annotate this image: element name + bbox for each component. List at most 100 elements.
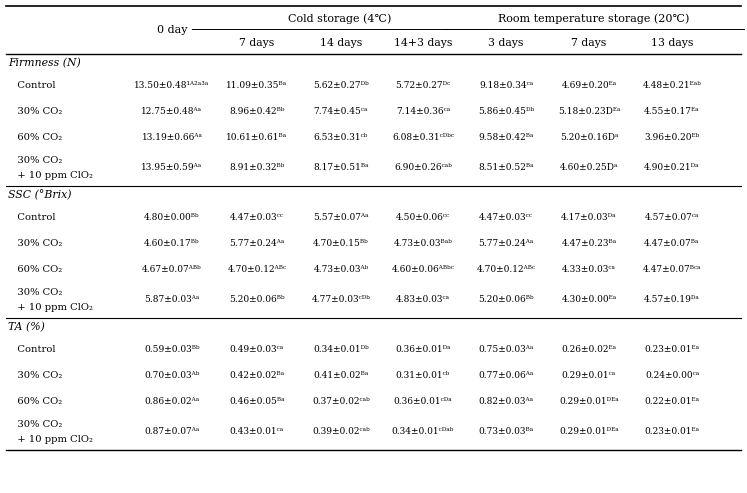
Text: 0.39±0.02ᶜᵃᵇ: 0.39±0.02ᶜᵃᵇ — [312, 427, 370, 436]
Text: 0.42±0.02ᴮᵃ: 0.42±0.02ᴮᵃ — [229, 371, 285, 380]
Text: 0.29±0.01ᴰᴱᵃ: 0.29±0.01ᴰᴱᵃ — [559, 427, 619, 436]
Text: 3 days: 3 days — [489, 38, 524, 48]
Text: 12.75±0.48ᴬᵃ: 12.75±0.48ᴬᵃ — [141, 106, 202, 115]
Text: 0.29±0.01ᶜᵃ: 0.29±0.01ᶜᵃ — [562, 371, 616, 380]
Text: 0.75±0.03ᴬᵃ: 0.75±0.03ᴬᵃ — [478, 345, 533, 353]
Text: 13 days: 13 days — [651, 38, 693, 48]
Text: 0.37±0.02ᶜᵃᵇ: 0.37±0.02ᶜᵃᵇ — [312, 396, 370, 406]
Text: 5.20±0.06ᴮᵇ: 5.20±0.06ᴮᵇ — [229, 295, 285, 305]
Text: 4.33±0.03ᶜᵃ: 4.33±0.03ᶜᵃ — [562, 265, 616, 274]
Text: 5.62±0.27ᴰᵇ: 5.62±0.27ᴰᵇ — [313, 80, 369, 90]
Text: 0.87±0.07ᴬᵃ: 0.87±0.07ᴬᵃ — [144, 427, 199, 436]
Text: 0.46±0.05ᴮᵃ: 0.46±0.05ᴮᵃ — [229, 396, 285, 406]
Text: TA (%): TA (%) — [8, 322, 45, 332]
Text: 8.17±0.51ᴮᵃ: 8.17±0.51ᴮᵃ — [313, 164, 369, 173]
Text: 8.91±0.32ᴮᵇ: 8.91±0.32ᴮᵇ — [229, 164, 285, 173]
Text: 8.96±0.42ᴮᵇ: 8.96±0.42ᴮᵇ — [229, 106, 285, 115]
Text: Control: Control — [8, 80, 55, 90]
Text: 4.48±0.21ᴱᵃᵇ: 4.48±0.21ᴱᵃᵇ — [642, 80, 701, 90]
Text: 4.70±0.12ᴬᴮᶜ: 4.70±0.12ᴬᴮᶜ — [227, 265, 287, 274]
Text: 4.73±0.03ᴬᵇ: 4.73±0.03ᴬᵇ — [314, 265, 368, 274]
Text: 30% CO₂: 30% CO₂ — [8, 156, 63, 165]
Text: 4.55±0.17ᴱᵃ: 4.55±0.17ᴱᵃ — [644, 106, 700, 115]
Text: 60% CO₂: 60% CO₂ — [8, 133, 62, 141]
Text: 0.26±0.02ᴱᵃ: 0.26±0.02ᴱᵃ — [562, 345, 616, 353]
Text: 9.58±0.42ᴮᵃ: 9.58±0.42ᴮᵃ — [478, 133, 534, 141]
Text: 0.34±0.01ᴰᵇ: 0.34±0.01ᴰᵇ — [313, 345, 369, 353]
Text: 0.49±0.03ᶜᵃ: 0.49±0.03ᶜᵃ — [230, 345, 284, 353]
Text: 4.57±0.07ᶜᵃ: 4.57±0.07ᶜᵃ — [645, 212, 699, 221]
Text: 4.17±0.03ᴰᵃ: 4.17±0.03ᴰᵃ — [561, 212, 617, 221]
Text: 4.60±0.06ᴬᴮᵇᶜ: 4.60±0.06ᴬᴮᵇᶜ — [391, 265, 454, 274]
Text: 10.61±0.61ᴮᵃ: 10.61±0.61ᴮᵃ — [226, 133, 288, 141]
Text: 0.41±0.02ᴮᵃ: 0.41±0.02ᴮᵃ — [313, 371, 369, 380]
Text: 6.53±0.31ᶜᵇ: 6.53±0.31ᶜᵇ — [314, 133, 368, 141]
Text: 7 days: 7 days — [571, 38, 607, 48]
Text: 6.08±0.31ᶜᴰᵇᶜ: 6.08±0.31ᶜᴰᵇᶜ — [392, 133, 454, 141]
Text: 9.18±0.34ᶜᵃ: 9.18±0.34ᶜᵃ — [479, 80, 533, 90]
Text: 5.20±0.16Dᵃ: 5.20±0.16Dᵃ — [560, 133, 619, 141]
Text: 11.09±0.35ᴮᵃ: 11.09±0.35ᴮᵃ — [226, 80, 288, 90]
Text: 30% CO₂: 30% CO₂ — [8, 420, 63, 428]
Text: Cold storage (4℃): Cold storage (4℃) — [288, 14, 391, 24]
Text: 5.18±0.23Dᴱᵃ: 5.18±0.23Dᴱᵃ — [558, 106, 620, 115]
Text: 0.59±0.03ᴮᵇ: 0.59±0.03ᴮᵇ — [144, 345, 199, 353]
Text: 30% CO₂: 30% CO₂ — [8, 239, 63, 247]
Text: 5.86±0.45ᴰᵇ: 5.86±0.45ᴰᵇ — [478, 106, 534, 115]
Text: 4.47±0.03ᶜᶜ: 4.47±0.03ᶜᶜ — [230, 212, 284, 221]
Text: 3.96±0.20ᴱᵇ: 3.96±0.20ᴱᵇ — [645, 133, 700, 141]
Text: 13.95±0.59ᴬᵃ: 13.95±0.59ᴬᵃ — [141, 164, 202, 173]
Text: 0.43±0.01ᶜᵃ: 0.43±0.01ᶜᵃ — [230, 427, 284, 436]
Text: + 10 ppm ClO₂: + 10 ppm ClO₂ — [8, 435, 93, 444]
Text: 5.72±0.27ᴰᶜ: 5.72±0.27ᴰᶜ — [395, 80, 450, 90]
Text: + 10 ppm ClO₂: + 10 ppm ClO₂ — [8, 303, 93, 313]
Text: 0.24±0.00ᶜᵃ: 0.24±0.00ᶜᵃ — [645, 371, 699, 380]
Text: 5.77±0.24ᴬᵃ: 5.77±0.24ᴬᵃ — [478, 239, 533, 247]
Text: 4.50±0.06ᶜᶜ: 4.50±0.06ᶜᶜ — [396, 212, 450, 221]
Text: 4.47±0.07ᴮᶜᵃ: 4.47±0.07ᴮᶜᵃ — [642, 265, 701, 274]
Text: 4.70±0.12ᴬᴮᶜ: 4.70±0.12ᴬᴮᶜ — [477, 265, 536, 274]
Text: 13.19±0.66ᴬᵃ: 13.19±0.66ᴬᵃ — [141, 133, 202, 141]
Text: Control: Control — [8, 345, 55, 353]
Text: 0.22±0.01ᴱᵃ: 0.22±0.01ᴱᵃ — [645, 396, 699, 406]
Text: + 10 ppm ClO₂: + 10 ppm ClO₂ — [8, 172, 93, 180]
Text: 4.57±0.19ᴰᵃ: 4.57±0.19ᴰᵃ — [644, 295, 700, 305]
Text: 4.77±0.03ᶜᴰᵇ: 4.77±0.03ᶜᴰᵇ — [311, 295, 371, 305]
Text: 4.47±0.07ᴮᵃ: 4.47±0.07ᴮᵃ — [644, 239, 700, 247]
Text: 4.73±0.03ᴮᵃᵇ: 4.73±0.03ᴮᵃᵇ — [394, 239, 453, 247]
Text: 4.69±0.20ᴱᵃ: 4.69±0.20ᴱᵃ — [562, 80, 616, 90]
Text: Firmness (N): Firmness (N) — [8, 58, 81, 68]
Text: 0 day: 0 day — [157, 25, 187, 35]
Text: 5.20±0.06ᴮᵇ: 5.20±0.06ᴮᵇ — [478, 295, 534, 305]
Text: 5.87±0.03ᴬᵃ: 5.87±0.03ᴬᵃ — [144, 295, 199, 305]
Text: 0.34±0.01ᶜᴰᵃᵇ: 0.34±0.01ᶜᴰᵃᵇ — [392, 427, 454, 436]
Text: 0.23±0.01ᴱᵃ: 0.23±0.01ᴱᵃ — [645, 345, 699, 353]
Text: 4.70±0.15ᴮᵇ: 4.70±0.15ᴮᵇ — [313, 239, 369, 247]
Text: 8.51±0.52ᴮᵃ: 8.51±0.52ᴮᵃ — [478, 164, 534, 173]
Text: 4.80±0.00ᴮᵇ: 4.80±0.00ᴮᵇ — [144, 212, 199, 221]
Text: 0.31±0.01ᶜᵇ: 0.31±0.01ᶜᵇ — [396, 371, 450, 380]
Text: 4.60±0.17ᴮᵇ: 4.60±0.17ᴮᵇ — [144, 239, 199, 247]
Text: Control: Control — [8, 212, 55, 221]
Text: 0.77±0.06ᴬᵃ: 0.77±0.06ᴬᵃ — [478, 371, 533, 380]
Text: 0.36±0.01ᶜᴰᵃ: 0.36±0.01ᶜᴰᵃ — [394, 396, 453, 406]
Text: 5.77±0.24ᴬᵃ: 5.77±0.24ᴬᵃ — [229, 239, 285, 247]
Text: 4.60±0.25Dᵃ: 4.60±0.25Dᵃ — [560, 164, 619, 173]
Text: 4.83±0.03ᶜᵃ: 4.83±0.03ᶜᵃ — [396, 295, 450, 305]
Text: 4.90±0.21ᴰᵃ: 4.90±0.21ᴰᵃ — [644, 164, 700, 173]
Text: 14 days: 14 days — [320, 38, 362, 48]
Text: 30% CO₂: 30% CO₂ — [8, 106, 63, 115]
Text: 4.67±0.07ᴬᴮᵇ: 4.67±0.07ᴬᴮᵇ — [142, 265, 202, 274]
Text: 0.29±0.01ᴰᴱᵃ: 0.29±0.01ᴰᴱᵃ — [559, 396, 619, 406]
Text: 0.73±0.03ᴮᵃ: 0.73±0.03ᴮᵃ — [478, 427, 533, 436]
Text: 0.70±0.03ᴬᵇ: 0.70±0.03ᴬᵇ — [144, 371, 199, 380]
Text: 13.50±0.48¹ᴬ²ᵃ³ᵃ: 13.50±0.48¹ᴬ²ᵃ³ᵃ — [134, 80, 210, 90]
Text: 4.47±0.03ᶜᶜ: 4.47±0.03ᶜᶜ — [479, 212, 533, 221]
Text: 6.90±0.26ᶜᵃᵇ: 6.90±0.26ᶜᵃᵇ — [394, 164, 452, 173]
Text: 0.23±0.01ᴱᵃ: 0.23±0.01ᴱᵃ — [645, 427, 699, 436]
Text: 30% CO₂: 30% CO₂ — [8, 287, 63, 297]
Text: SSC (°Brix): SSC (°Brix) — [8, 190, 72, 200]
Text: 0.86±0.02ᴬᵃ: 0.86±0.02ᴬᵃ — [144, 396, 199, 406]
Text: 0.82±0.03ᴬᵃ: 0.82±0.03ᴬᵃ — [478, 396, 533, 406]
Text: 5.57±0.07ᴬᵃ: 5.57±0.07ᴬᵃ — [313, 212, 369, 221]
